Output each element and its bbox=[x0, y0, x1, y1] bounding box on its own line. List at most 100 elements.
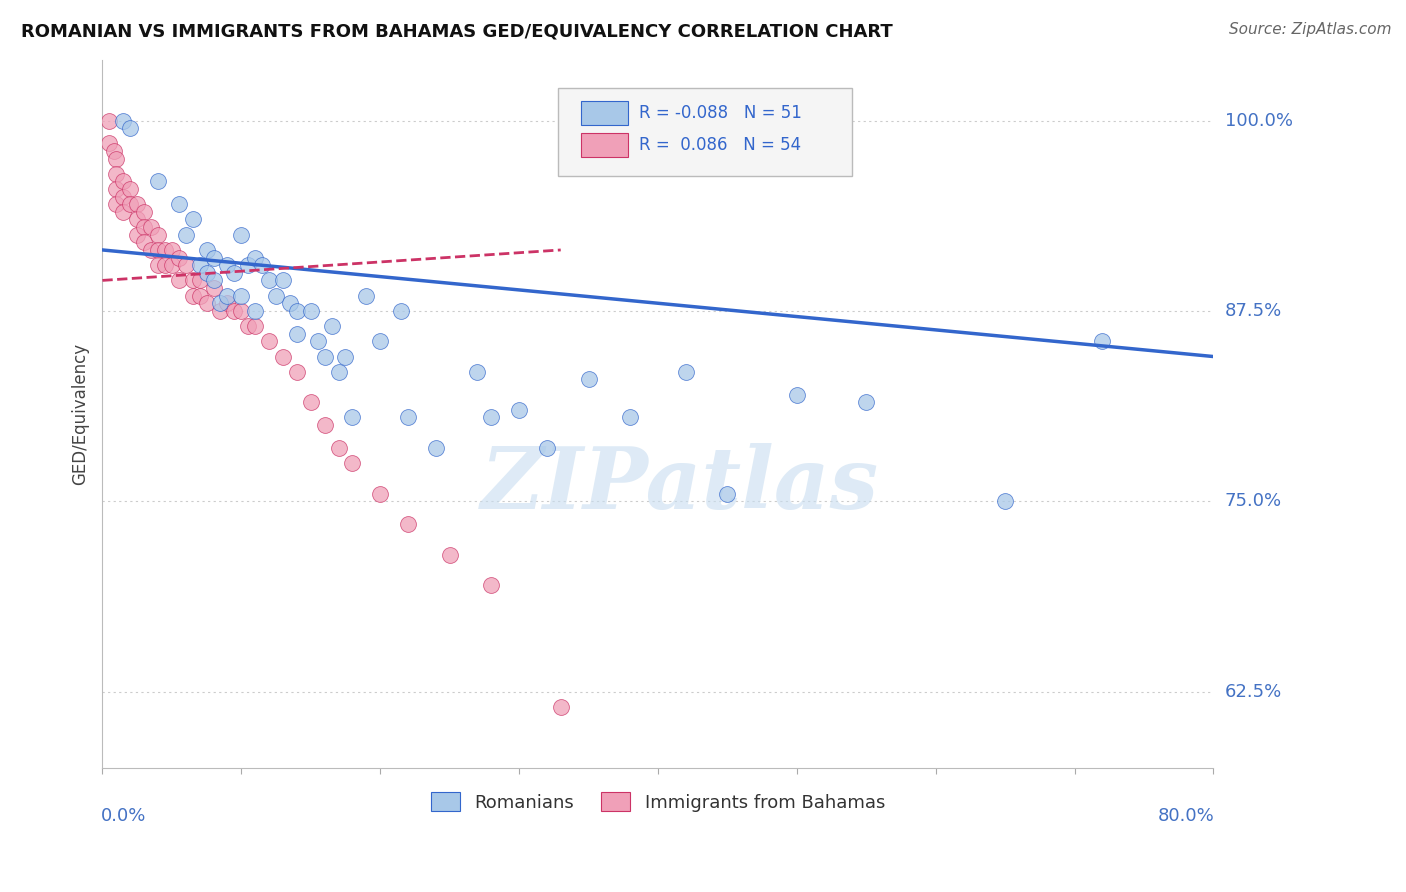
Point bbox=[389, 304, 412, 318]
Point bbox=[127, 212, 149, 227]
Point bbox=[188, 258, 211, 272]
Point bbox=[160, 243, 183, 257]
Text: R =  0.086   N = 54: R = 0.086 N = 54 bbox=[640, 136, 801, 153]
Point bbox=[245, 304, 267, 318]
Point bbox=[202, 251, 225, 265]
Text: Source: ZipAtlas.com: Source: ZipAtlas.com bbox=[1229, 22, 1392, 37]
Text: R = -0.088   N = 51: R = -0.088 N = 51 bbox=[640, 103, 801, 121]
Point bbox=[188, 273, 211, 287]
Text: ZIPatlas: ZIPatlas bbox=[481, 442, 879, 526]
Point bbox=[1091, 334, 1114, 349]
Text: 0.0%: 0.0% bbox=[101, 806, 146, 824]
Point bbox=[98, 113, 121, 128]
FancyBboxPatch shape bbox=[558, 88, 852, 177]
Point bbox=[271, 273, 294, 287]
Point bbox=[188, 288, 211, 302]
Text: ROMANIAN VS IMMIGRANTS FROM BAHAMAS GED/EQUIVALENCY CORRELATION CHART: ROMANIAN VS IMMIGRANTS FROM BAHAMAS GED/… bbox=[21, 22, 893, 40]
Text: 100.0%: 100.0% bbox=[1225, 112, 1292, 129]
Point bbox=[105, 197, 128, 211]
Point bbox=[675, 365, 697, 379]
Point bbox=[508, 402, 530, 417]
Point bbox=[174, 227, 197, 242]
Text: 80.0%: 80.0% bbox=[1157, 806, 1215, 824]
Point bbox=[245, 319, 267, 334]
Point bbox=[321, 319, 343, 334]
Point bbox=[578, 372, 600, 386]
Point bbox=[120, 197, 142, 211]
Point bbox=[112, 113, 135, 128]
Point bbox=[285, 365, 308, 379]
Point bbox=[314, 418, 336, 433]
Point bbox=[146, 227, 169, 242]
Point bbox=[120, 121, 142, 136]
Point bbox=[167, 197, 190, 211]
Point bbox=[112, 174, 135, 188]
Point bbox=[278, 296, 301, 310]
Point bbox=[195, 243, 218, 257]
Point bbox=[356, 288, 378, 302]
Point bbox=[342, 456, 364, 470]
Point bbox=[105, 152, 128, 166]
Point bbox=[209, 304, 232, 318]
Point bbox=[217, 288, 239, 302]
Point bbox=[299, 304, 322, 318]
Point bbox=[328, 441, 350, 455]
Point bbox=[335, 350, 357, 364]
Point bbox=[307, 334, 329, 349]
Point bbox=[855, 395, 877, 409]
Point bbox=[112, 205, 135, 219]
Point bbox=[994, 494, 1017, 508]
Point bbox=[167, 273, 190, 287]
Point bbox=[264, 288, 287, 302]
Point bbox=[224, 304, 246, 318]
Point bbox=[536, 441, 558, 455]
Point bbox=[202, 273, 225, 287]
Point bbox=[103, 144, 125, 158]
Point bbox=[181, 273, 204, 287]
Point bbox=[238, 258, 260, 272]
Point bbox=[139, 243, 162, 257]
Point bbox=[105, 167, 128, 181]
Point bbox=[224, 266, 246, 280]
Point bbox=[132, 235, 155, 250]
Point bbox=[425, 441, 447, 455]
Point bbox=[285, 326, 308, 341]
Point bbox=[112, 189, 135, 203]
Text: 75.0%: 75.0% bbox=[1225, 492, 1282, 510]
Point bbox=[181, 288, 204, 302]
Point bbox=[479, 578, 502, 592]
Point bbox=[146, 258, 169, 272]
Point bbox=[231, 304, 253, 318]
Point bbox=[368, 334, 391, 349]
Point bbox=[467, 365, 489, 379]
Point bbox=[299, 395, 322, 409]
Point bbox=[231, 227, 253, 242]
Point bbox=[120, 182, 142, 196]
Point bbox=[245, 251, 267, 265]
FancyBboxPatch shape bbox=[581, 101, 628, 125]
Point bbox=[550, 699, 572, 714]
Legend: Romanians, Immigrants from Bahamas: Romanians, Immigrants from Bahamas bbox=[423, 785, 893, 819]
Point bbox=[132, 220, 155, 235]
Point bbox=[271, 350, 294, 364]
Point bbox=[132, 205, 155, 219]
Point bbox=[167, 251, 190, 265]
Point bbox=[619, 410, 641, 425]
FancyBboxPatch shape bbox=[581, 133, 628, 157]
Point bbox=[209, 296, 232, 310]
Point bbox=[439, 548, 461, 562]
Point bbox=[786, 387, 808, 401]
Point bbox=[250, 258, 273, 272]
Point bbox=[479, 410, 502, 425]
Point bbox=[98, 136, 121, 151]
Point bbox=[396, 517, 419, 532]
Point bbox=[217, 296, 239, 310]
Point bbox=[202, 281, 225, 295]
Y-axis label: GED/Equivalency: GED/Equivalency bbox=[72, 343, 89, 484]
Point bbox=[127, 197, 149, 211]
Point bbox=[153, 258, 176, 272]
Point bbox=[127, 227, 149, 242]
Point bbox=[396, 410, 419, 425]
Point bbox=[257, 334, 280, 349]
Point bbox=[368, 486, 391, 500]
